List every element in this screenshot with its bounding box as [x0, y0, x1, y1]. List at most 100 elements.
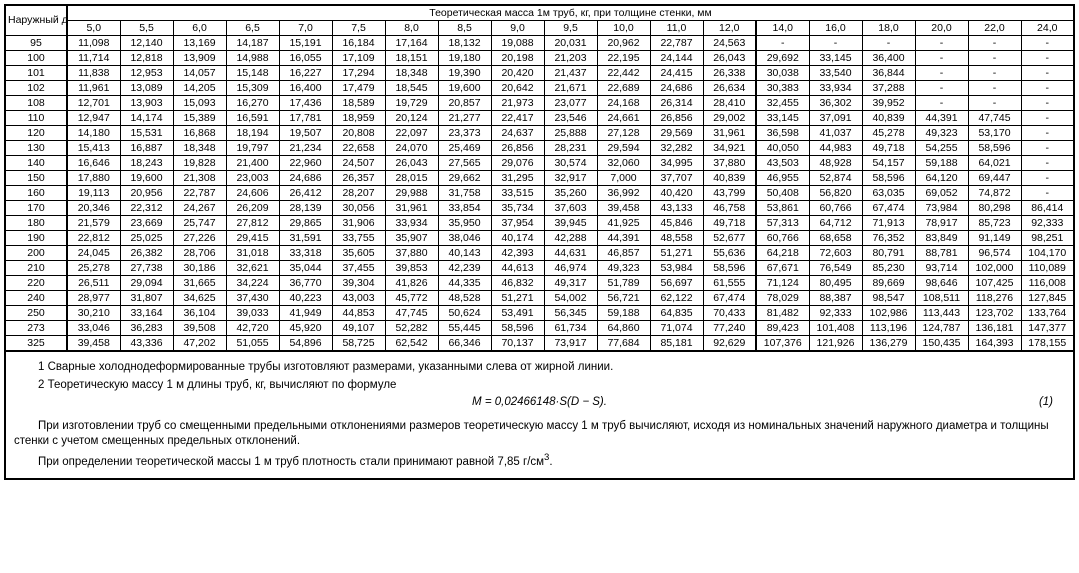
mass-cell: 11,961 — [67, 81, 120, 96]
mass-cell: 69,447 — [968, 171, 1021, 186]
mass-cell: 77,684 — [597, 336, 650, 352]
mass-cell: 21,579 — [67, 216, 120, 231]
mass-cell: 110,089 — [1021, 261, 1074, 276]
mass-cell: 102,986 — [862, 306, 915, 321]
mass-cell: 60,766 — [809, 201, 862, 216]
mass-cell: 24,686 — [279, 171, 332, 186]
mass-cell: 64,835 — [650, 306, 703, 321]
note-2: 2 Теоретическую массу 1 м длины труб, кг… — [14, 378, 1065, 394]
mass-cell: 30,210 — [67, 306, 120, 321]
mass-cell: 36,992 — [597, 186, 650, 201]
mass-cell: 25,469 — [438, 141, 491, 156]
mass-cell: - — [968, 96, 1021, 111]
mass-cell: 32,917 — [544, 171, 597, 186]
mass-cell: 56,345 — [544, 306, 597, 321]
mass-cell: 33,540 — [809, 66, 862, 81]
thickness-header: 24,0 — [1021, 21, 1074, 36]
mass-cell: 89,423 — [756, 321, 809, 336]
mass-cell: 47,202 — [173, 336, 226, 352]
diameter-cell: 108 — [5, 96, 67, 111]
mass-cell: 40,839 — [862, 111, 915, 126]
mass-cell: 64,712 — [809, 216, 862, 231]
mass-cell: 107,376 — [756, 336, 809, 352]
mass-cell: 26,209 — [226, 201, 279, 216]
mass-cell: 36,104 — [173, 306, 226, 321]
mass-cell: 21,671 — [544, 81, 597, 96]
mass-cell: 58,596 — [703, 261, 756, 276]
mass-cell: 19,088 — [491, 36, 544, 51]
mass-cell: 37,091 — [809, 111, 862, 126]
mass-cell: 26,634 — [703, 81, 756, 96]
mass-cell: 49,323 — [597, 261, 650, 276]
mass-cell: 73,984 — [915, 201, 968, 216]
mass-cell: 16,887 — [120, 141, 173, 156]
mass-cell: 16,184 — [332, 36, 385, 51]
mass-cell: 24,144 — [650, 51, 703, 66]
mass-cell: 44,853 — [332, 306, 385, 321]
mass-cell: 47,745 — [968, 111, 1021, 126]
mass-cell: 29,002 — [703, 111, 756, 126]
mass-cell: 80,495 — [809, 276, 862, 291]
mass-cell: 45,772 — [385, 291, 438, 306]
mass-cell: 33,318 — [279, 246, 332, 261]
mass-cell: 49,718 — [703, 216, 756, 231]
mass-cell: 35,907 — [385, 231, 438, 246]
mass-cell: 14,057 — [173, 66, 226, 81]
diameter-cell: 95 — [5, 36, 67, 51]
mass-cell: 43,133 — [650, 201, 703, 216]
mass-cell: 104,170 — [1021, 246, 1074, 261]
thickness-header: 5,0 — [67, 21, 120, 36]
mass-cell: - — [756, 36, 809, 51]
mass-cell: 39,853 — [385, 261, 438, 276]
thickness-header: 7,5 — [332, 21, 385, 36]
mass-cell: 11,098 — [67, 36, 120, 51]
mass-cell: 42,720 — [226, 321, 279, 336]
diameter-cell: 100 — [5, 51, 67, 66]
diameter-cell: 102 — [5, 81, 67, 96]
mass-cell: 60,766 — [756, 231, 809, 246]
mass-cell: - — [1021, 186, 1074, 201]
mass-cell: 31,906 — [332, 216, 385, 231]
mass-cell: 35,044 — [279, 261, 332, 276]
mass-cell: 49,718 — [862, 141, 915, 156]
formula: M = 0,02466148·S(D − S). (1) — [14, 395, 1065, 411]
mass-cell: 77,240 — [703, 321, 756, 336]
mass-cell: 58,596 — [968, 141, 1021, 156]
mass-cell: 85,723 — [968, 216, 1021, 231]
mass-cell: 147,377 — [1021, 321, 1074, 336]
mass-cell: 49,317 — [544, 276, 597, 291]
thickness-header: 9,0 — [491, 21, 544, 36]
mass-cell: 51,055 — [226, 336, 279, 352]
mass-cell: 88,387 — [809, 291, 862, 306]
mass-cell: 24,415 — [650, 66, 703, 81]
note-p3: При изготовлении труб со смещенными пред… — [14, 419, 1065, 450]
mass-cell: 26,043 — [703, 51, 756, 66]
mass-cell: 22,960 — [279, 156, 332, 171]
diameter-cell: 110 — [5, 111, 67, 126]
mass-cell: 85,230 — [862, 261, 915, 276]
mass-cell: 91,149 — [968, 231, 1021, 246]
mass-cell: 26,357 — [332, 171, 385, 186]
mass-cell: 41,925 — [597, 216, 650, 231]
mass-cell: 15,191 — [279, 36, 332, 51]
mass-cell: 17,294 — [332, 66, 385, 81]
mass-cell: 133,764 — [1021, 306, 1074, 321]
note-1: 1 Сварные холоднодеформированные трубы и… — [14, 360, 1065, 376]
mass-cell: 39,304 — [332, 276, 385, 291]
mass-cell: 41,826 — [385, 276, 438, 291]
mass-cell: 20,962 — [597, 36, 650, 51]
mass-cell: 16,646 — [67, 156, 120, 171]
mass-cell: 24,168 — [597, 96, 650, 111]
mass-cell: 34,995 — [650, 156, 703, 171]
mass-cell: 26,412 — [279, 186, 332, 201]
mass-cell: 19,180 — [438, 51, 491, 66]
mass-cell: 26,856 — [491, 141, 544, 156]
mass-cell: 28,015 — [385, 171, 438, 186]
mass-cell: 19,729 — [385, 96, 438, 111]
mass-cell: 54,002 — [544, 291, 597, 306]
thickness-header: 14,0 — [756, 21, 809, 36]
mass-cell: 33,854 — [438, 201, 491, 216]
mass-cell: 55,445 — [438, 321, 491, 336]
mass-cell: 53,861 — [756, 201, 809, 216]
mass-cell: 44,335 — [438, 276, 491, 291]
